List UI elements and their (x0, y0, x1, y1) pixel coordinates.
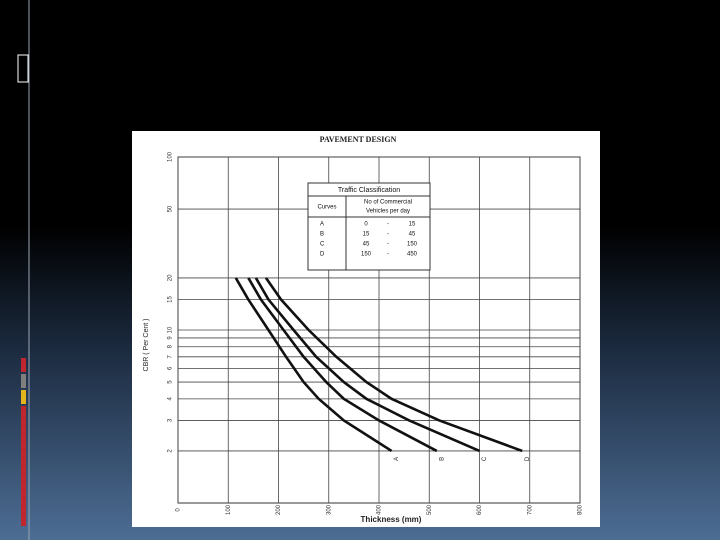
table-cell: 450 (407, 252, 418, 258)
table-cell: C (320, 242, 325, 248)
y-tick-label: 9 (168, 336, 174, 340)
y-tick-label: 15 (168, 296, 174, 303)
table-cell: 45 (409, 232, 416, 238)
curve (254, 277, 481, 453)
x-tick-label: 600 (477, 504, 483, 515)
table-cell: 45 (363, 242, 370, 248)
y-tick-label: 6 (168, 366, 174, 370)
y-tick-label: 8 (168, 344, 174, 348)
table-header: Vehicles per day (366, 209, 410, 215)
curve (247, 277, 438, 453)
accent-yellow (21, 390, 26, 404)
slide-marker (17, 54, 29, 83)
curve-label: B (439, 457, 445, 461)
curve-label: D (525, 456, 531, 461)
x-tick-label: 700 (527, 504, 533, 515)
x-tick-label: 800 (578, 504, 584, 515)
x-tick-label: 100 (226, 504, 232, 515)
y-tick-label: 50 (168, 205, 174, 212)
table-header: No of Commercial (364, 200, 412, 206)
y-tick-label: 20 (168, 274, 174, 281)
accent-red (21, 358, 26, 372)
x-tick-label: 200 (276, 504, 282, 515)
x-tick-label: 300 (326, 504, 332, 515)
curve-label: C (482, 456, 488, 461)
y-tick-label: 2 (168, 449, 174, 453)
table-title: Traffic Classification (338, 187, 400, 194)
y-tick-label: 4 (168, 397, 174, 401)
table-cell: - (387, 232, 389, 238)
table-cell: D (320, 252, 325, 258)
x-tick-label: 0 (176, 508, 182, 512)
table-cell: A (320, 222, 324, 228)
table-cell: 0 (364, 222, 368, 228)
table-cell: 150 (407, 242, 418, 248)
curve-label: A (394, 457, 400, 461)
accent-gray (21, 374, 26, 388)
chart-title: PAVEMENT DESIGN (320, 135, 397, 144)
y-tick-label: 7 (168, 354, 174, 358)
y-tick-label: 3 (168, 418, 174, 422)
y-tick-label: 5 (168, 380, 174, 384)
y-axis-title: CBR ( Per Cent ) (143, 319, 150, 372)
table-cell: - (387, 222, 389, 228)
table-cell: - (387, 242, 389, 248)
curve (264, 277, 523, 453)
x-tick-label: 400 (377, 504, 383, 515)
curve (234, 277, 393, 453)
table-frame (307, 182, 431, 271)
y-tick-label: 100 (168, 151, 174, 162)
table-cell: B (320, 232, 324, 238)
x-axis-title: Thickness (mm) (361, 515, 422, 524)
x-tick-label: 500 (427, 504, 433, 515)
y-tick-label: 10 (168, 326, 174, 333)
chart: PAVEMENT DESIGN Thickness (mm) CBR ( Per… (132, 131, 600, 527)
table-cell: 150 (361, 252, 372, 258)
accent-red (21, 406, 26, 526)
table-cell: 15 (409, 222, 416, 228)
table-cell: - (387, 252, 389, 258)
table-cell: 15 (363, 232, 370, 238)
table-header: Curves (317, 205, 336, 211)
